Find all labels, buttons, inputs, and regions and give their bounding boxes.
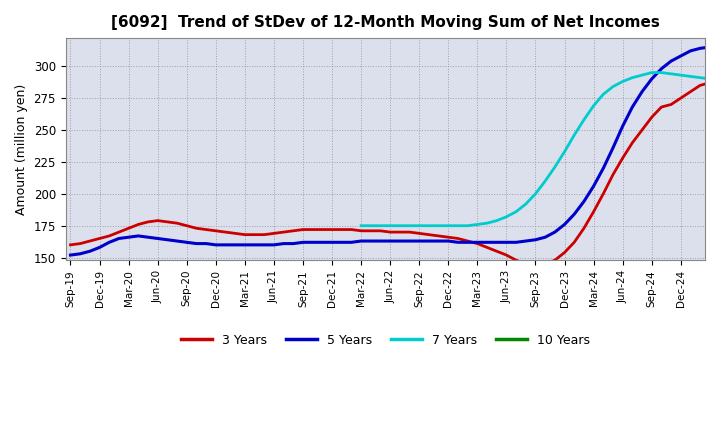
Title: [6092]  Trend of StDev of 12-Month Moving Sum of Net Incomes: [6092] Trend of StDev of 12-Month Moving… — [111, 15, 660, 30]
Y-axis label: Amount (million yen): Amount (million yen) — [15, 84, 28, 215]
Legend: 3 Years, 5 Years, 7 Years, 10 Years: 3 Years, 5 Years, 7 Years, 10 Years — [176, 329, 595, 352]
